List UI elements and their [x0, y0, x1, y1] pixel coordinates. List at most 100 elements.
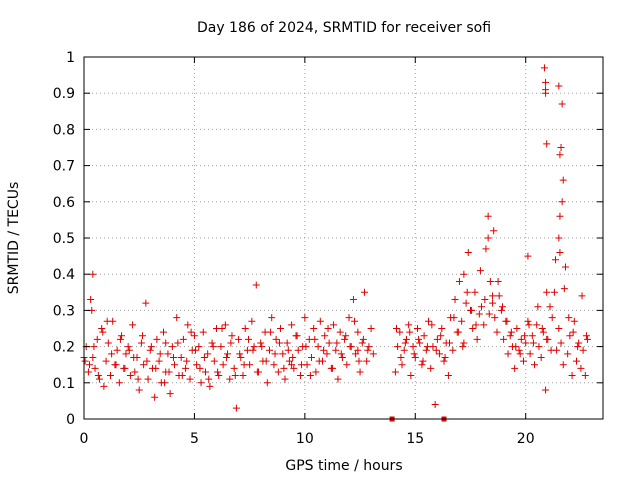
data-point — [312, 368, 320, 376]
data-point — [519, 357, 527, 365]
data-point — [226, 375, 234, 383]
data-point — [274, 368, 282, 376]
data-point — [293, 332, 301, 340]
data-point — [118, 332, 126, 340]
data-point — [190, 332, 198, 340]
data-point — [555, 234, 563, 242]
data-point — [463, 288, 471, 296]
y-tick-label: 0.6 — [53, 195, 75, 211]
data-point — [393, 325, 401, 332]
data-point — [521, 332, 529, 340]
data-point — [98, 325, 106, 332]
data-point — [482, 245, 490, 253]
data-point — [407, 372, 415, 380]
data-point — [330, 321, 338, 329]
data-point — [142, 299, 150, 307]
data-point — [197, 379, 205, 387]
data-point — [217, 343, 225, 351]
data-point — [267, 328, 275, 336]
x-tick-label: 0 — [80, 431, 89, 447]
data-point — [205, 375, 213, 383]
data-point — [460, 339, 468, 347]
data-point — [342, 332, 350, 340]
y-tick-label: 0.7 — [53, 159, 75, 175]
data-point — [116, 335, 124, 343]
data-point — [440, 357, 448, 365]
data-point — [516, 350, 524, 358]
data-point — [504, 350, 512, 358]
x-tick-label: 5 — [190, 431, 199, 447]
data-point — [275, 339, 283, 347]
data-point — [86, 361, 94, 369]
data-point — [263, 379, 271, 387]
data-point — [93, 335, 101, 343]
data-point — [279, 350, 287, 358]
data-point — [446, 339, 454, 347]
data-point — [517, 335, 525, 343]
data-point — [277, 325, 285, 332]
data-point — [230, 364, 238, 372]
data-point — [556, 212, 564, 220]
data-point — [471, 288, 479, 296]
data-point — [524, 317, 532, 325]
data-point — [534, 303, 542, 311]
data-point — [570, 317, 578, 325]
data-point — [391, 368, 399, 376]
data-point — [137, 339, 145, 347]
data-point — [182, 364, 190, 372]
data-point — [354, 346, 362, 354]
data-point — [490, 227, 498, 235]
data-point — [515, 346, 523, 354]
data-point — [334, 375, 342, 383]
data-point — [500, 335, 508, 343]
data-point — [239, 372, 247, 380]
data-point — [486, 277, 494, 285]
data-point — [134, 375, 142, 383]
y-tick-label: 0.3 — [53, 303, 75, 319]
data-point — [283, 339, 291, 347]
data-point — [575, 339, 583, 347]
data-point — [473, 335, 481, 343]
data-point — [499, 303, 507, 311]
data-point — [179, 335, 187, 343]
data-point — [280, 364, 288, 372]
data-point — [478, 303, 486, 311]
data-point — [160, 328, 168, 336]
data-point — [257, 339, 265, 347]
data-point — [288, 361, 296, 369]
data-point — [121, 364, 129, 372]
data-point — [351, 317, 359, 325]
data-point — [343, 361, 351, 369]
data-point — [419, 357, 427, 365]
data-point — [315, 357, 323, 365]
data-point-outlier — [555, 82, 563, 90]
data-point — [459, 343, 467, 351]
chart-title: Day 186 of 2024, SRMTID for receiver sof… — [197, 20, 491, 36]
data-point — [528, 332, 536, 340]
data-point — [559, 361, 567, 369]
data-point — [469, 325, 477, 332]
data-point — [195, 343, 203, 351]
data-point — [431, 401, 439, 409]
data-point — [539, 328, 547, 336]
data-point — [228, 332, 236, 340]
data-point — [210, 357, 218, 365]
data-point — [298, 361, 306, 369]
data-point — [215, 372, 223, 380]
data-point — [364, 346, 372, 354]
data-point — [460, 270, 468, 278]
data-point-outlier — [540, 64, 548, 72]
data-point — [144, 375, 152, 383]
data-point — [538, 325, 546, 332]
data-point — [557, 144, 565, 151]
data-point — [450, 314, 458, 322]
data-point — [422, 346, 430, 354]
x-axis-label: GPS time / hours — [285, 458, 402, 474]
data-point — [112, 361, 120, 369]
data-point — [183, 357, 191, 365]
data-point — [209, 343, 217, 351]
data-point-outlier — [543, 140, 551, 148]
data-point — [349, 296, 357, 304]
x-tick-label: 15 — [406, 431, 424, 447]
data-point — [367, 325, 375, 332]
